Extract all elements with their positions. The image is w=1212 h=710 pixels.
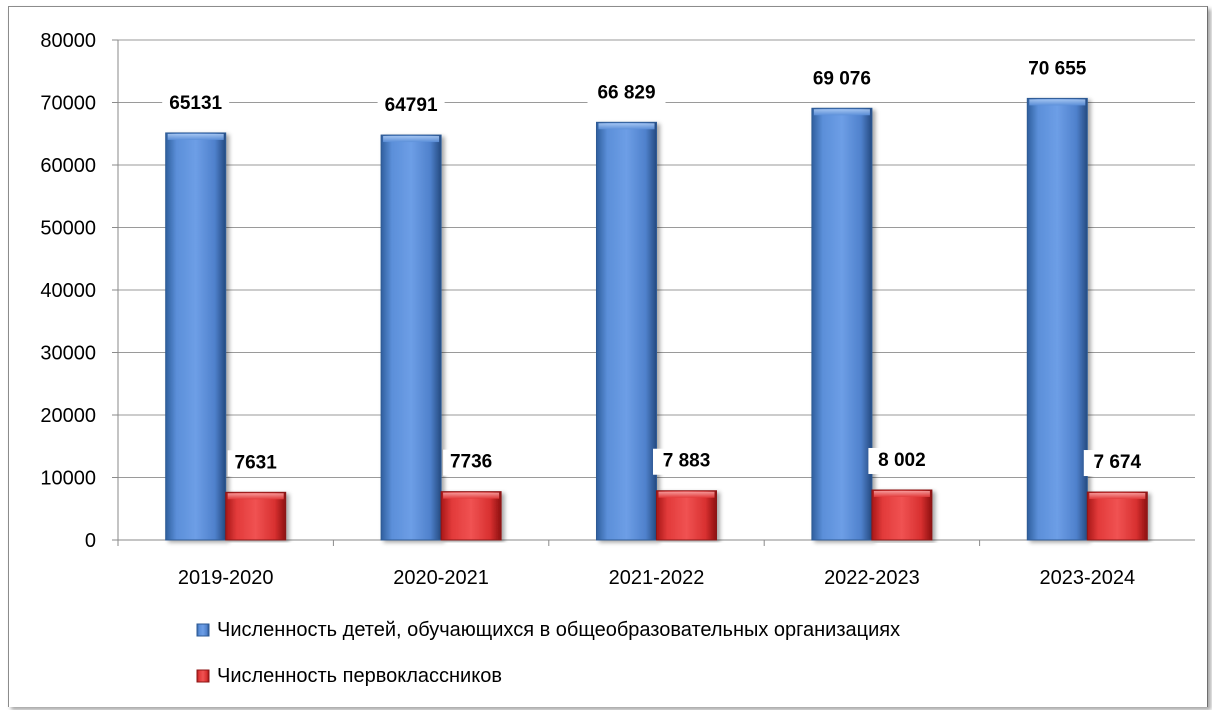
data-label-box <box>377 93 445 120</box>
data-label: 7736 <box>450 452 492 473</box>
data-label: 69 076 <box>813 68 871 89</box>
legend-label: Численность детей, обучающихся в общеобр… <box>217 619 900 641</box>
y-tick-label: 10000 <box>40 468 96 490</box>
data-label-box <box>227 450 284 477</box>
bar-students <box>811 107 873 541</box>
legend-label: Численность первоклассников <box>217 665 502 687</box>
bar-first-graders <box>1086 491 1148 541</box>
data-label-box <box>162 90 230 117</box>
data-label: 70 655 <box>1028 58 1087 79</box>
x-tick-label: 2022-2023 <box>824 567 920 589</box>
data-label: 7 883 <box>663 451 711 472</box>
data-label-box <box>1083 450 1151 477</box>
y-tick-label: 20000 <box>40 405 96 427</box>
data-label: 65131 <box>169 93 222 114</box>
legend-swatch-students <box>196 623 210 637</box>
y-tick-label: 0 <box>85 530 96 552</box>
bar-first-graders <box>656 490 717 541</box>
data-label: 66 829 <box>597 82 655 103</box>
x-tick-label: 2021-2022 <box>609 567 705 589</box>
bar-students <box>165 132 227 541</box>
data-labels: 65131 7631 64791 7736 66 829 7 883 69 076 8 002… <box>162 56 1151 477</box>
x-tick-label: 2019-2020 <box>178 567 274 589</box>
y-tick-label: 50000 <box>40 218 96 240</box>
bar-first-graders <box>440 491 502 541</box>
legend-swatch-first-graders <box>196 669 210 683</box>
data-label-box <box>802 66 881 93</box>
data-label: 8 002 <box>878 450 926 471</box>
bar-first-graders <box>225 491 287 541</box>
bars <box>165 97 1148 541</box>
data-label-box <box>868 447 936 474</box>
bar-students <box>1026 97 1088 541</box>
y-tick-label: 40000 <box>40 280 96 302</box>
data-label-box <box>587 80 666 107</box>
y-tick-label: 60000 <box>40 155 96 177</box>
x-tick-label: 2023-2024 <box>1039 567 1135 589</box>
data-label: 64791 <box>385 95 438 116</box>
legend: Численность детей, обучающихся в общеобр… <box>196 619 900 687</box>
data-label-box <box>1018 56 1097 83</box>
y-tick-label: 70000 <box>40 93 96 115</box>
data-label-box <box>443 449 500 476</box>
y-tick-label: 30000 <box>40 343 96 365</box>
bar-first-graders <box>871 489 933 541</box>
bar-students <box>380 134 442 541</box>
x-tick-label: 2020-2021 <box>393 567 489 589</box>
y-tick-label: 80000 <box>40 30 96 52</box>
data-label: 7 674 <box>1094 452 1142 473</box>
data-label: 7631 <box>235 452 278 473</box>
data-label-box <box>653 448 720 475</box>
axes: 0 10000 20000 30000 40000 50000 60000 70000 8000… <box>40 30 1195 589</box>
bar-students <box>596 121 657 541</box>
